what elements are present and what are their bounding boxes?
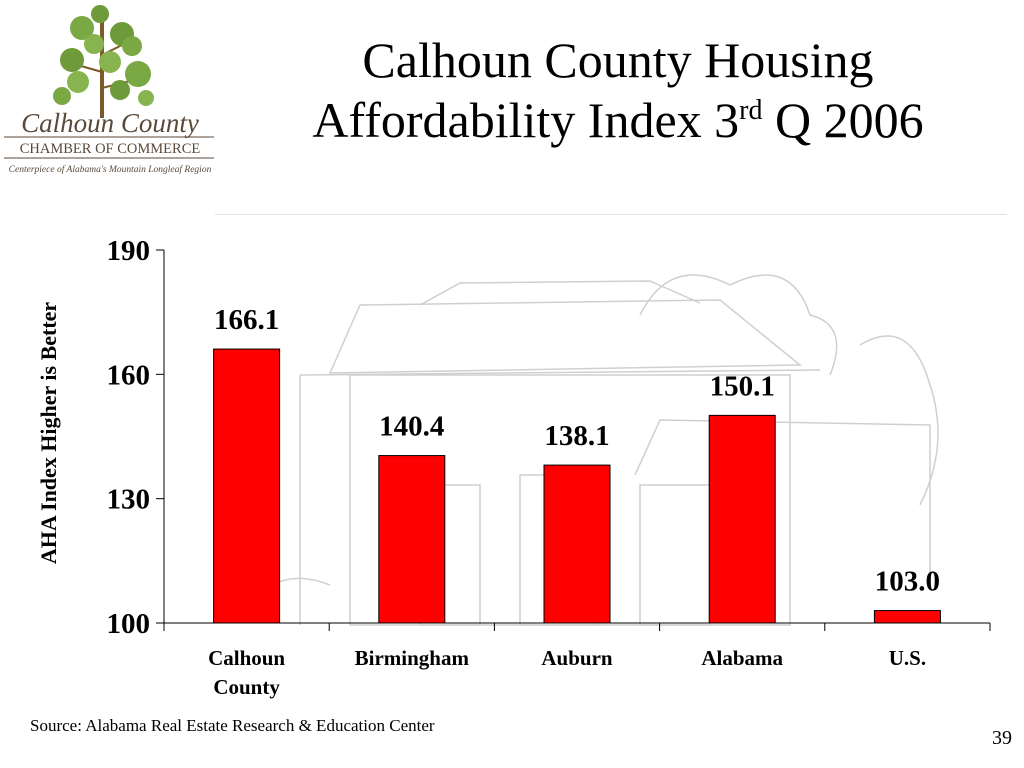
chamber-logo: Calhoun County CHAMBER OF COMMERCE Cente… (4, 5, 214, 175)
bar-value-label: 140.4 (379, 411, 444, 443)
page-number: 39 (992, 727, 1012, 749)
pine-tree-icon (53, 5, 154, 118)
bar-value-label: 166.1 (214, 304, 279, 336)
y-tick-label: 100 (107, 608, 151, 640)
bar-value-label: 103.0 (875, 566, 940, 598)
x-category-label: Auburn (541, 646, 613, 670)
y-tick-label: 190 (107, 235, 151, 267)
housing-affordability-chart: 100 130 160 190 166.1 Calhoun County 140.4 Birmi… (36, 235, 991, 699)
source-note: Source: Alabama Real Estate Research & E… (30, 716, 435, 735)
bar (213, 348, 281, 624)
title-line-2: Affordability Index 3rd Q 2006 (228, 90, 1008, 150)
y-axis-title: AHA Index Higher is Better (36, 302, 61, 565)
x-category-label: County (213, 675, 280, 699)
x-category-label: Birmingham (355, 646, 470, 670)
logo-tagline: Centerpiece of Alabama's Mountain Longle… (9, 164, 212, 175)
x-category-label: Calhoun (208, 646, 285, 670)
title-divider (215, 214, 1007, 215)
bar-value-label: 138.1 (544, 420, 609, 452)
y-tick-label: 130 (107, 484, 151, 516)
bars-layer (213, 348, 941, 624)
labels-layer: 100 130 160 190 166.1 Calhoun County 140.4 Birmi… (107, 235, 941, 699)
title-line-2-main: Affordability Index 3 (312, 92, 740, 148)
bar-value-label: 150.1 (710, 370, 775, 402)
logo-chamber: CHAMBER OF COMMERCE (20, 141, 201, 157)
bar (708, 414, 776, 624)
bar (378, 455, 446, 624)
title-line-2-end: Q 2006 (762, 92, 924, 148)
title-line-1: Calhoun County Housing (362, 32, 874, 88)
axes-layer (156, 249, 991, 631)
y-tick-label: 160 (107, 359, 151, 391)
logo-name: Calhoun County (21, 108, 199, 138)
bar (543, 464, 611, 624)
slide-title: Calhoun County Housing Affordability Ind… (228, 30, 1008, 150)
x-category-label: U.S. (889, 646, 926, 670)
title-superscript: rd (739, 95, 763, 126)
x-category-label: Alabama (701, 646, 783, 670)
bar (873, 610, 941, 624)
